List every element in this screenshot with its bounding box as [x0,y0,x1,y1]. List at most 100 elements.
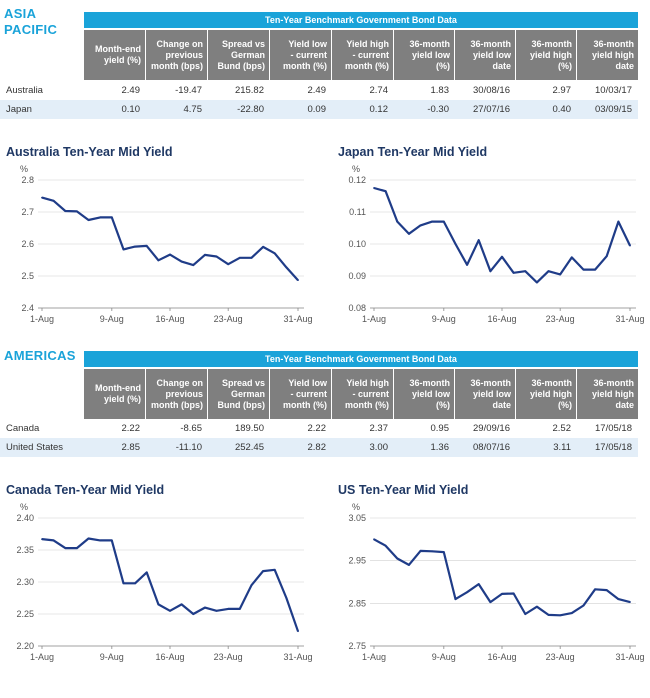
data-point [297,279,299,282]
data-point [454,243,457,245]
column-header-line: yield low [411,49,450,60]
column-header-line: Yield high [346,377,389,388]
data-point [285,597,288,599]
x-tick-label: 31-Aug [283,314,312,324]
data-point [629,601,631,603]
data-point [419,549,422,552]
x-tick-label: 16-Aug [155,314,184,324]
y-tick-label: 0.08 [348,303,366,313]
table-title: Ten-Year Benchmark Government Bond Data [84,12,638,28]
x-tick-label: 23-Aug [214,314,243,324]
table-cell: 2.49 [121,85,141,96]
data-point [87,219,90,221]
data-point [134,582,136,585]
data-point [396,557,399,560]
data-point [273,252,276,255]
table-cell: 2.74 [369,85,389,96]
x-tick-label: 9-Aug [432,314,456,324]
data-point [547,270,550,273]
data-point [431,220,434,223]
table-cell: 215.82 [234,85,264,96]
table-cell: -19.47 [175,85,202,96]
table-cell: 29/09/16 [473,423,510,434]
data-point [501,593,503,595]
data-point [41,538,43,541]
column-header-line: month (%) [283,60,327,71]
row-label: Canada [6,423,40,434]
y-tick-label: 2.75 [348,641,366,651]
y-tick-label: 2.40 [16,513,34,523]
data-point [594,268,596,271]
column-header-line: 36-month [470,38,512,49]
x-tick-label: 1-Aug [30,652,54,662]
column-header: Yield high - current month (%) [332,369,394,419]
data-point [477,583,480,586]
data-point [570,612,573,615]
data-point [169,253,171,256]
column-header: 36-month yield high (%) [516,30,577,80]
table-cell: -22.80 [237,104,264,115]
table-cell: 252.45 [234,442,264,453]
data-point [605,255,608,258]
column-header-line: - current [290,49,327,60]
x-tick-label: 31-Aug [283,652,312,662]
data-point [582,604,585,607]
column-header: 36-month yield high (%) [516,369,577,419]
data-point [594,588,596,591]
y-tick-label: 0.09 [348,271,366,281]
data-point [396,220,399,223]
y-axis-unit: % [352,164,360,174]
y-tick-label: 0.12 [348,175,366,185]
data-point [524,613,527,615]
table-cell: 30/08/16 [473,85,510,96]
data-point [559,614,562,617]
column-header-line: date [492,399,511,410]
row-label: Japan [6,104,32,115]
data-point [110,539,113,542]
data-point [466,591,468,594]
table-row: United States 2.85 -11.10 252.45 2.82 3.00 1.3… [0,438,638,457]
column-header-line: - current [290,388,327,399]
table-title: Ten-Year Benchmark Government Bond Data [84,351,638,367]
data-point [384,544,387,547]
table-cell: 1.83 [430,85,450,96]
column-header-line: yield high [591,388,634,399]
column-header: Yield high - current month (%) [332,30,394,80]
data-point [629,244,631,247]
column-header: 36-month yield high date [577,30,638,80]
column-header-line: month (%) [345,60,389,71]
table-cell: 1.36 [430,442,450,453]
table-cell: 08/07/16 [473,442,510,453]
chart-title: Canada Ten-Year Mid Yield [6,483,165,497]
x-tick-label: 31-Aug [615,652,644,662]
chart-title: Australia Ten-Year Mid Yield [6,145,173,159]
data-point [215,609,218,612]
column-header-line: month (bps) [151,60,203,71]
chart-svg: % 2.4 2.5 2.6 2.7 2.8 1-Aug 9-Aug 16-Aug 23-Aug 31… [20,164,313,324]
data-point [215,255,218,258]
x-tick-label: 23-Aug [546,652,575,662]
data-point [384,190,387,193]
y-tick-label: 2.20 [16,641,34,651]
data-point [570,256,573,259]
us-yield-chart: US Ten-Year Mid Yield % 2.75 2.85 2.95 3.05 1… [338,483,648,668]
column-header-line: month (%) [345,399,389,410]
data-point [227,263,230,266]
x-tick-label: 9-Aug [432,652,456,662]
y-axis-unit: % [20,164,28,174]
data-point [408,564,410,566]
y-tick-label: 2.6 [21,239,34,249]
column-header-line: 36-month [593,38,635,49]
y-tick-label: 2.4 [21,303,34,313]
y-tick-label: 3.05 [348,513,366,523]
data-point [238,256,241,259]
table-header: Month-end yield (%) Change on previous month… [84,369,638,419]
column-header-line: Month-end [95,383,141,393]
y-tick-label: 2.25 [16,609,34,619]
asia-pacific-section: ASIA PACIFIC Ten-Year Benchmark Governme… [0,0,650,120]
data-point [227,607,230,610]
data-point [122,248,125,251]
table-cell: 2.97 [552,85,572,96]
x-tick-label: 31-Aug [615,314,644,324]
data-point [477,239,480,242]
